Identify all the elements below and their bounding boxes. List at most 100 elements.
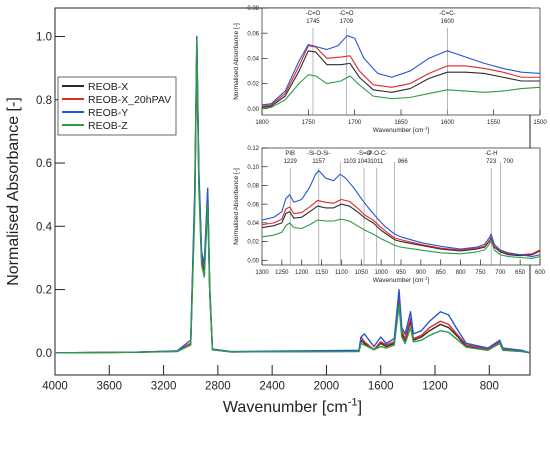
y-tick-label: 0.04 [247, 221, 259, 227]
y-tick-label: 1.0 [36, 31, 52, 43]
y-tick-label: 0.02 [247, 240, 259, 246]
fingerprint-inset-chart: 1300 1250 1200 1150 1100 1050 1000 950 900 850 800… [233, 146, 546, 284]
annotation-label: PIB [285, 151, 295, 157]
x-tick-label: 1750 [302, 120, 316, 126]
annotation-label: -P-O-C- [366, 151, 387, 157]
series-group [55, 35, 530, 354]
legend-label: REOB-Y [88, 107, 128, 119]
series-line-reob-y [262, 169, 540, 258]
x-axis-label: Wavenumber [cm-1] [373, 275, 430, 284]
annotation-label: -Si-O-Si- [307, 151, 330, 157]
y-tick-label: 0.08 [247, 6, 259, 12]
annotation-value: 1043 [357, 159, 371, 165]
x-axis-label-text: Wavenumber [cm [373, 127, 424, 134]
annotation-label: -C=O [339, 11, 354, 17]
x-axis-label-sup: -1 [348, 397, 358, 409]
annotation-label: -C=C- [439, 11, 455, 17]
annotation-value: 1157 [312, 159, 326, 165]
x-tick-label: 1200 [295, 270, 309, 276]
y-tick-label: 0.2 [36, 285, 52, 297]
legend-label: REOB-X_20hPAV [88, 94, 171, 106]
x-tick-label: 1200 [422, 381, 448, 393]
x-axis-label-suffix: ] [427, 127, 429, 134]
annotation-value: 1229 [284, 159, 298, 165]
x-axis-label-suffix: ] [427, 277, 429, 284]
y-tick-label: 0.6 [36, 158, 52, 170]
series-line-reob-z [55, 38, 530, 354]
y-tick-label: 0.00 [247, 107, 259, 113]
y-tick-label: 0.08 [247, 184, 259, 190]
x-tick-label: 1150 [315, 270, 329, 276]
x-tick-label: 650 [515, 270, 526, 276]
y-tick-label: 0.06 [247, 31, 259, 37]
x-tick-label: 2400 [259, 381, 285, 393]
x-axis-label-text: Wavenumber [cm [373, 277, 424, 284]
y-tick-label: 0.4 [36, 221, 53, 233]
series-line-reob-x-20hpav [262, 198, 540, 256]
annotation-value: 1600 [441, 19, 455, 25]
x-tick-label: 4000 [42, 381, 68, 393]
x-axis-label: Wavenumber [cm-1] [373, 125, 430, 134]
plot-frame [261, 7, 541, 116]
x-tick-label: 1650 [394, 120, 408, 126]
x-tick-label: 900 [416, 270, 427, 276]
annotation-value: 700 [503, 159, 514, 165]
x-tick-label: 2000 [314, 381, 340, 393]
annotation-value: 1745 [306, 19, 320, 25]
x-tick-label: 1100 [335, 270, 349, 276]
x-tick-label: 1600 [441, 120, 455, 126]
annotation-label: -S=O [357, 151, 372, 157]
carbonyl-inset-chart: 1800 1750 1700 1650 1600 1550 1500 0.00 0.02 0.04… [233, 6, 547, 134]
y-tick-label: 0.12 [247, 146, 259, 152]
series-line-reob-x [262, 50, 540, 108]
y-tick-label: 0.0 [36, 348, 52, 360]
x-tick-label: 1300 [255, 270, 269, 276]
annotation-value: 1103 [343, 159, 357, 165]
annotation-value: 966 [398, 159, 409, 165]
series-group [262, 169, 540, 259]
x-axis-label-sup: -1 [423, 125, 428, 130]
x-tick-label: 800 [480, 381, 499, 393]
x-tick-label: 3200 [151, 381, 177, 393]
y-tick-label: 0.10 [247, 165, 259, 171]
legend-label: REOB-Z [88, 120, 128, 132]
series-line-reob-x-20hpav [262, 45, 540, 107]
x-axis-label-suffix: ] [358, 399, 362, 416]
x-tick-label: 1500 [533, 120, 547, 126]
x-tick-label: 2800 [205, 381, 231, 393]
y-axis-label: Normalised Absorbance [-] [5, 97, 22, 286]
x-tick-label: 1600 [368, 381, 394, 393]
x-tick-label: 1550 [487, 120, 501, 126]
x-tick-label: 1800 [255, 120, 269, 126]
y-tick-label: 0.00 [247, 258, 259, 264]
x-axis-label: Wavenumber [cm-1] [223, 397, 362, 416]
series-line-reob-z [262, 74, 540, 110]
y-axis-label: Normalised Absorbance [-] [233, 23, 240, 100]
x-tick-label: 800 [456, 270, 467, 276]
series-line-reob-y [262, 35, 540, 106]
x-tick-label: 950 [396, 270, 407, 276]
x-axis-label-sup: -1 [423, 275, 428, 280]
annotation-value: 1011 [370, 159, 384, 165]
x-tick-label: 3600 [96, 381, 122, 393]
x-tick-label: 1050 [355, 270, 369, 276]
y-tick-label: 0.02 [247, 82, 259, 88]
x-tick-label: 1250 [275, 270, 289, 276]
series-line-reob-z [262, 218, 540, 259]
y-axis-label: Normalised Absorbance [-] [233, 168, 240, 245]
y-tick-label: 0.04 [247, 56, 259, 62]
annotation-label: -C=O [306, 11, 321, 17]
x-tick-label: 750 [475, 270, 486, 276]
y-tick-label: 0.8 [36, 95, 52, 107]
x-tick-label: 1000 [374, 270, 388, 276]
legend-label: REOB-X [88, 81, 128, 93]
x-tick-label: 850 [436, 270, 447, 276]
annotation-value: 723 [486, 159, 497, 165]
x-tick-label: 1700 [348, 120, 362, 126]
y-tick-label: 0.06 [247, 202, 259, 208]
x-axis-label-text: Wavenumber [cm [223, 399, 348, 416]
series-group [262, 35, 540, 110]
x-tick-label: 700 [495, 270, 506, 276]
x-tick-label: 600 [535, 270, 546, 276]
